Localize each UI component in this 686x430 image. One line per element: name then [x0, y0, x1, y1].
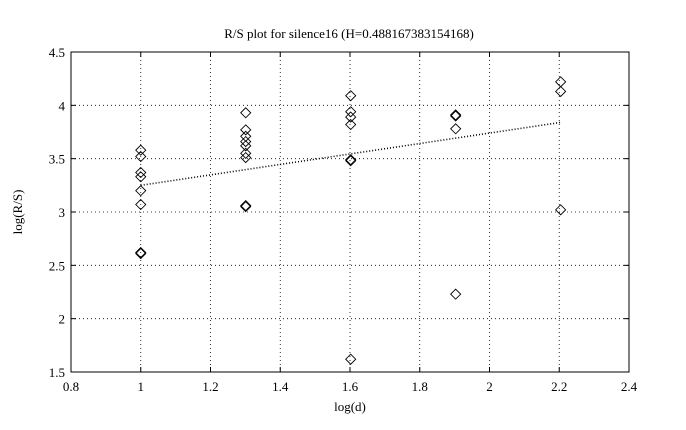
data-point-diamond — [555, 85, 567, 98]
data-point-diamond — [135, 247, 147, 260]
y-axis-label: log(R/S) — [10, 190, 25, 235]
data-point-diamond — [135, 246, 147, 259]
data-point-diamond — [345, 111, 357, 123]
data-point-diamond — [345, 353, 357, 365]
data-point-diamond — [135, 198, 147, 211]
y-tick-label: 1.5 — [49, 365, 65, 380]
y-tick-label: 3.5 — [49, 152, 65, 167]
x-tick-label: 1 — [138, 379, 145, 394]
data-point-diamond — [240, 201, 252, 213]
data-point-diamond — [450, 109, 462, 121]
x-tick-label: 1.2 — [202, 379, 218, 394]
data-point-diamond — [345, 106, 357, 118]
x-axis-ticks: 0.8 1 1.2 1.4 1.6 1.8 2 2.2 2.4 — [63, 52, 638, 394]
data-point-diamond — [345, 118, 357, 131]
data-point-diamond — [450, 110, 462, 122]
data-point-diamond — [240, 151, 252, 164]
x-tick-label: 0.8 — [63, 379, 79, 394]
data-points — [135, 76, 567, 365]
data-point-diamond — [240, 124, 252, 136]
grid-lines — [71, 52, 629, 372]
data-point-diamond — [555, 204, 567, 216]
data-point-diamond — [345, 154, 357, 166]
y-tick-label: 2 — [59, 312, 66, 327]
data-point-diamond — [240, 140, 252, 152]
data-point-diamond — [240, 199, 252, 212]
x-tick-label: 1.4 — [272, 379, 289, 394]
data-point-diamond — [135, 185, 147, 197]
data-point-diamond — [345, 90, 357, 102]
x-tick-label: 1.8 — [412, 379, 428, 394]
y-tick-label: 2.5 — [49, 258, 65, 273]
data-point-diamond — [240, 107, 252, 119]
data-point-diamond — [345, 155, 357, 167]
y-tick-label: 4.5 — [49, 45, 65, 60]
x-tick-label: 1.6 — [342, 379, 359, 394]
data-point-diamond — [240, 135, 252, 148]
chart-title: R/S plot for silence16 (H=0.488167383154… — [224, 26, 474, 41]
y-tick-label: 4 — [59, 98, 66, 113]
data-point-diamond — [135, 144, 147, 156]
data-point-diamond — [135, 150, 147, 163]
x-tick-label: 2.4 — [621, 379, 638, 394]
data-point-diamond — [135, 171, 147, 183]
data-point-diamond — [240, 147, 252, 159]
y-tick-label: 3 — [59, 205, 66, 220]
y-axis-ticks: 1.5 2 2.5 3 3.5 4 4.5 — [49, 45, 629, 380]
x-tick-label: 2.2 — [551, 379, 567, 394]
data-point-diamond — [135, 166, 147, 179]
x-axis-label: log(d) — [334, 399, 366, 414]
data-point-diamond — [450, 123, 462, 135]
x-tick-label: 2 — [486, 379, 493, 394]
data-point-diamond — [450, 288, 462, 300]
